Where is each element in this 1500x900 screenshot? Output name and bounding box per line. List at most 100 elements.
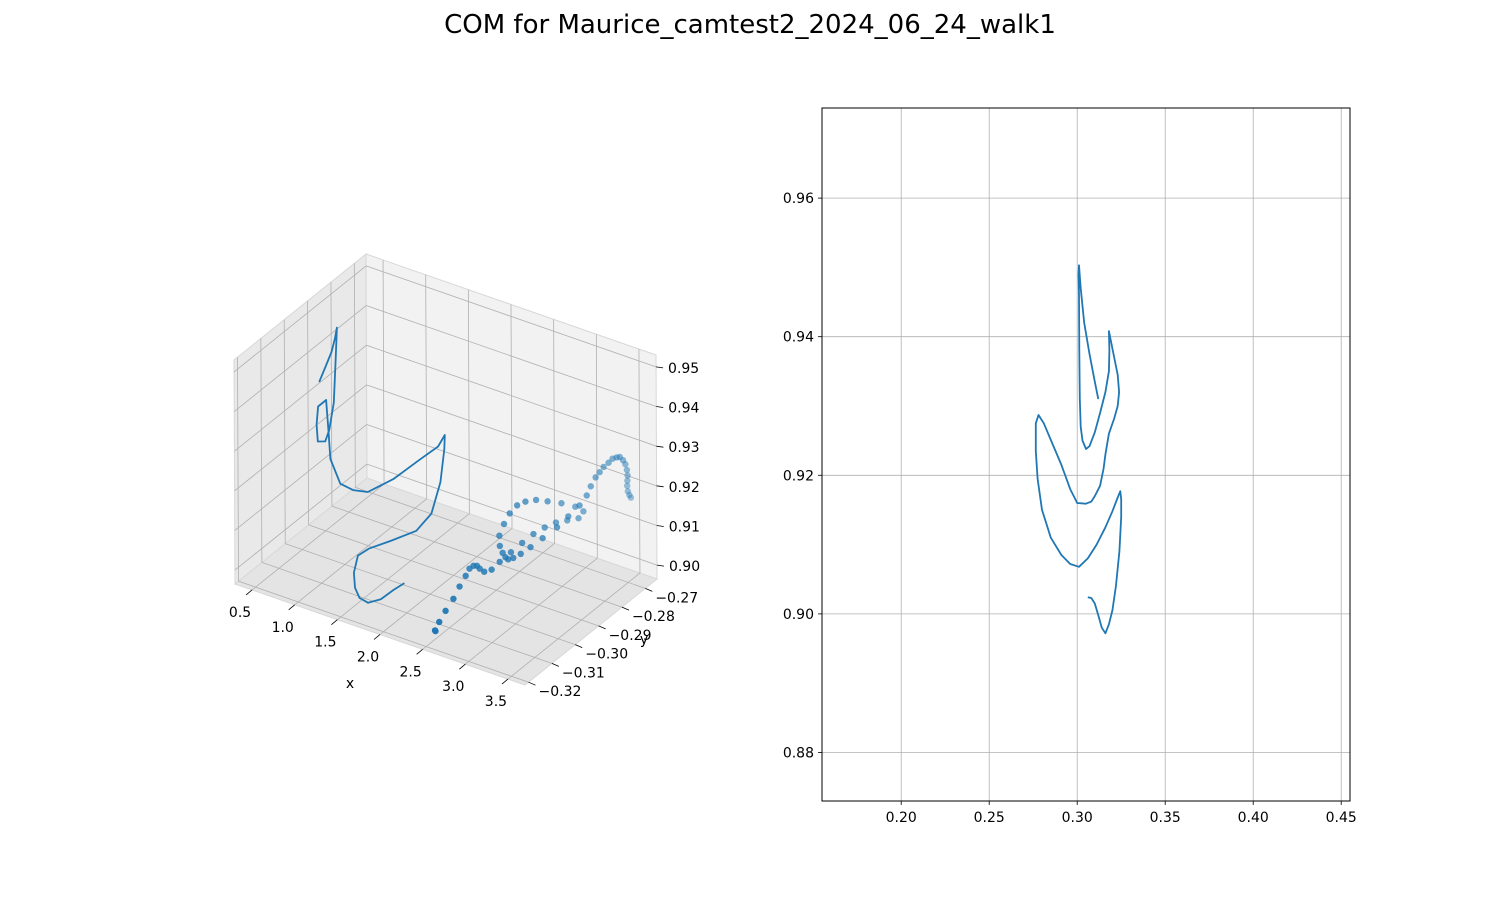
grid-line bbox=[233, 305, 367, 412]
scatter-point bbox=[506, 510, 513, 517]
z-tick bbox=[656, 406, 664, 408]
x-tick-label: 0.20 bbox=[886, 810, 917, 826]
z-tick-label: 0.95 bbox=[668, 361, 699, 377]
x-tick bbox=[501, 678, 509, 685]
z-tick bbox=[656, 485, 664, 488]
grid-line bbox=[425, 274, 428, 499]
y-tick-label: −0.28 bbox=[632, 609, 675, 625]
x-tick-label: 0.35 bbox=[1150, 810, 1181, 826]
scatter-point bbox=[605, 459, 612, 466]
grid-line bbox=[238, 580, 529, 683]
grid-line bbox=[353, 263, 356, 488]
chart-3d-panel: 0.5 1.0 1.5 2.0 2.5 3.0 3.5 −0.32 −0.31 −0.30 −0.2… bbox=[229, 252, 700, 710]
scatter-point bbox=[622, 461, 629, 468]
x-tick-label: 2.0 bbox=[357, 650, 379, 666]
y-tick bbox=[575, 644, 583, 649]
y-tick bbox=[551, 663, 560, 667]
scatter-point bbox=[575, 515, 582, 522]
x-tick-label: 2.5 bbox=[400, 664, 422, 680]
z-tick-label: 0.92 bbox=[669, 480, 700, 496]
scatter-point bbox=[580, 508, 587, 515]
y-tick-label: −0.30 bbox=[585, 647, 628, 663]
z-tick-label: 0.91 bbox=[669, 519, 700, 535]
y-tick-label: 0.96 bbox=[783, 191, 814, 207]
grid-line bbox=[366, 384, 657, 487]
grid-line bbox=[510, 304, 513, 529]
scatter-point bbox=[565, 513, 572, 520]
scatter-point bbox=[544, 498, 551, 505]
scatter-point bbox=[522, 498, 529, 505]
plot-area bbox=[822, 108, 1350, 801]
grid-line bbox=[553, 319, 556, 544]
x-axis-label: x bbox=[346, 676, 354, 692]
grid-line bbox=[308, 524, 599, 627]
y-tick-label: −0.31 bbox=[562, 665, 605, 681]
grid-line bbox=[365, 265, 657, 368]
com-projection-line bbox=[1034, 264, 1123, 635]
grid-line bbox=[595, 334, 598, 559]
scatter-point bbox=[626, 491, 633, 499]
y-tick bbox=[621, 606, 630, 611]
scatter-point bbox=[450, 595, 457, 603]
y-tick-label: −0.29 bbox=[609, 628, 652, 644]
scatter-point bbox=[576, 502, 583, 509]
scatter-point bbox=[513, 502, 521, 509]
scatter-point bbox=[431, 627, 439, 634]
scatter-point bbox=[583, 492, 590, 499]
grid-line bbox=[251, 483, 385, 591]
grid-line bbox=[234, 384, 367, 492]
z-tick bbox=[656, 445, 664, 448]
scatter-point bbox=[496, 558, 503, 566]
scatter-point bbox=[623, 466, 631, 474]
grid-line bbox=[382, 259, 385, 484]
x-tick bbox=[416, 649, 423, 655]
com-trajectory-line bbox=[315, 326, 446, 604]
grid-line bbox=[294, 498, 427, 606]
scatter-point bbox=[587, 483, 594, 490]
y-tick bbox=[528, 681, 536, 686]
grid-line bbox=[233, 265, 367, 373]
x-tick bbox=[331, 619, 338, 625]
x-tick bbox=[288, 604, 295, 611]
y-axis-label: y bbox=[640, 632, 648, 648]
grid-line bbox=[234, 463, 368, 571]
scatter-point bbox=[624, 477, 631, 484]
z-tick bbox=[655, 366, 664, 369]
scatter-point bbox=[510, 554, 517, 562]
scatter-point bbox=[527, 543, 534, 551]
scatter-point bbox=[517, 550, 524, 558]
grid-line bbox=[237, 357, 239, 582]
scatter-point bbox=[627, 494, 635, 501]
data-group bbox=[315, 326, 635, 635]
y-tick-label: −0.27 bbox=[655, 590, 698, 606]
grid-line bbox=[283, 319, 286, 544]
grid-line bbox=[307, 300, 309, 525]
grid-line bbox=[422, 543, 555, 650]
z-tick-label: 0.94 bbox=[668, 401, 699, 417]
plot-frame bbox=[821, 107, 1351, 802]
grid-line bbox=[379, 528, 513, 635]
scatter-point bbox=[496, 542, 504, 550]
scatter-point bbox=[596, 468, 603, 476]
scatter-point bbox=[442, 607, 449, 615]
grid-line bbox=[234, 424, 368, 531]
grid-line bbox=[337, 513, 470, 620]
grid-line bbox=[366, 344, 657, 447]
x-tick-label: 1.5 bbox=[314, 635, 336, 651]
scatter-point bbox=[480, 568, 488, 575]
x-tick-label: 0.45 bbox=[1326, 810, 1357, 826]
x-tick-label: 0.5 bbox=[229, 605, 251, 621]
y-tick-label: 0.92 bbox=[783, 468, 814, 484]
x-tick bbox=[459, 663, 466, 670]
scatter-point bbox=[558, 500, 565, 507]
z-tick bbox=[656, 525, 664, 527]
grid-group bbox=[822, 108, 1350, 801]
x-tick-label: 0.25 bbox=[974, 810, 1005, 826]
scatter-point bbox=[624, 472, 631, 479]
z-tick bbox=[656, 564, 664, 567]
data-group bbox=[1034, 264, 1123, 635]
scatter-point bbox=[507, 549, 515, 556]
grid-line bbox=[507, 572, 641, 680]
grid-line bbox=[638, 349, 641, 574]
grid-line bbox=[261, 562, 552, 664]
